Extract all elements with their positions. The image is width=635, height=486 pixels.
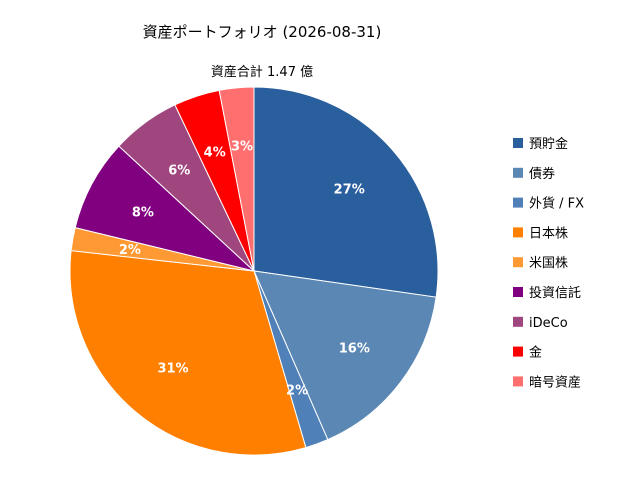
slice-data-label: 2%	[119, 243, 141, 258]
legend-entry: 外貨 / FX	[529, 196, 584, 212]
legend-swatch	[513, 227, 523, 238]
legend-swatch	[513, 316, 523, 327]
legend-swatch	[513, 167, 523, 178]
legend-swatch	[513, 257, 523, 268]
pie-slice	[253, 270, 437, 441]
legend-swatch	[513, 138, 523, 148]
legend-swatch	[513, 197, 523, 208]
pie-slice	[69, 250, 307, 456]
legend-entry: 米国株	[529, 256, 568, 271]
slice-data-label: 31%	[157, 362, 188, 377]
legend-entry: iDeCo	[529, 316, 568, 331]
slice-data-label: 16%	[339, 341, 370, 356]
pie-slice	[74, 145, 256, 272]
legend-entry: 日本株	[529, 226, 568, 241]
slice-data-label: 6%	[168, 164, 190, 179]
pie-slice	[218, 86, 255, 272]
legend-swatch	[513, 287, 523, 297]
slice-data-label: 8%	[132, 206, 154, 221]
slice-data-label: 3%	[231, 140, 253, 155]
chart-title: 資産ポートフォリオ (2026-08-31)	[143, 23, 382, 41]
legend-swatch	[513, 376, 523, 387]
pie-slices	[69, 86, 439, 456]
legend-entry: 金	[529, 345, 542, 361]
legend-entry: 暗号資産	[529, 374, 581, 390]
pie-slice	[253, 86, 439, 298]
slice-data-label: 2%	[286, 383, 308, 398]
chart-subtitle: 資産合計 1.47 億	[211, 64, 313, 80]
slice-data-labels: 27% 16% 2% 31% 2% 8% 6% 4% 3%	[119, 140, 370, 399]
legend-swatch	[513, 346, 523, 357]
slice-data-label: 27%	[334, 183, 365, 198]
legend-entry: 預貯金	[529, 136, 568, 152]
slice-data-label: 4%	[204, 145, 226, 160]
legend-entry: 債券	[529, 166, 555, 182]
legend-entry: 投資信託	[529, 285, 581, 301]
